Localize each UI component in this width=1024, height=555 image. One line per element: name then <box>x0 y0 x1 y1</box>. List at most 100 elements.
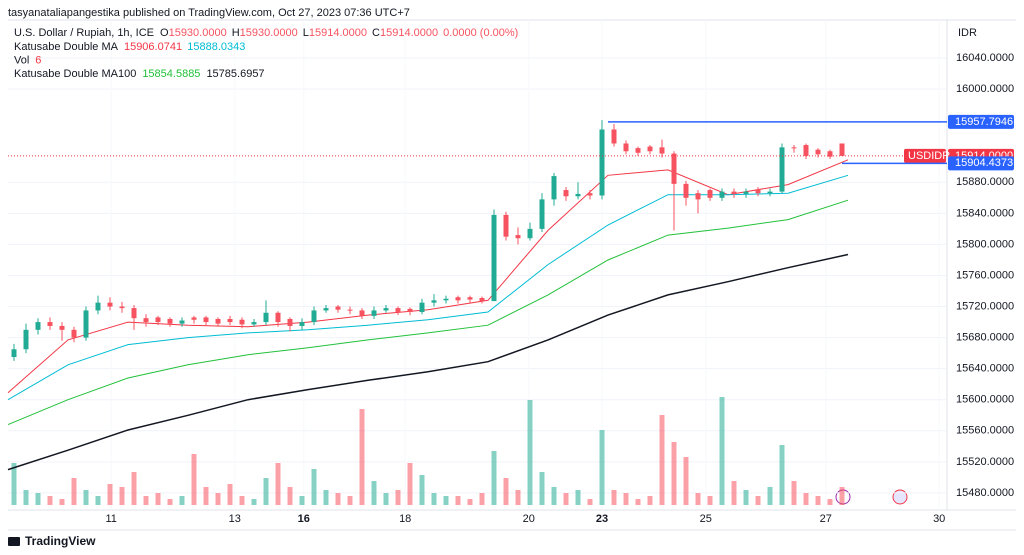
candle-body <box>59 325 65 330</box>
volume-bar <box>35 493 41 505</box>
ohlc-key: L <box>303 27 309 39</box>
candle-body <box>779 147 785 192</box>
candle-body <box>515 235 521 239</box>
candle-body <box>479 298 485 302</box>
volume-bar <box>47 496 53 505</box>
volume-bar <box>575 490 581 505</box>
volume-bar <box>119 487 125 505</box>
candle-body <box>731 191 737 194</box>
candle-body <box>455 297 461 301</box>
volume-bar <box>443 496 449 505</box>
volume-bar <box>455 496 461 505</box>
candle-body <box>191 317 197 320</box>
volume-bar <box>551 487 557 505</box>
y-tick-label: 15560.0000 <box>956 425 1014 437</box>
candle-body <box>47 322 53 326</box>
volume-bar <box>779 445 785 505</box>
volume-bar <box>539 472 545 505</box>
candle-body <box>311 310 317 323</box>
candle-body <box>335 306 341 310</box>
indicator-value: 15888.0343 <box>187 41 245 53</box>
candle-body <box>551 176 557 200</box>
price-tag-label: 15957.7946 <box>955 116 1013 128</box>
volume-bar <box>731 481 737 505</box>
x-tick-label: 18 <box>399 513 411 525</box>
y-tick-label: 16000.0000 <box>956 83 1014 95</box>
candle-body <box>167 318 173 324</box>
y-tick-label: 15600.0000 <box>956 394 1014 406</box>
candle-body <box>467 297 473 300</box>
volume-bar <box>647 496 653 505</box>
volume-bar <box>791 481 797 505</box>
volume-bar <box>503 478 509 505</box>
candle-body <box>239 319 245 325</box>
x-tick-label: 30 <box>933 513 945 525</box>
volume-bar <box>143 496 149 505</box>
volume-bar <box>635 499 641 505</box>
volume-bar <box>59 499 65 505</box>
candle-body <box>323 308 329 311</box>
event-icon[interactable] <box>892 489 908 505</box>
candle-body <box>383 308 389 311</box>
indicator-value: 6 <box>35 54 41 66</box>
indicator-name: Vol <box>14 54 29 66</box>
volume-bar <box>215 493 221 505</box>
candle-body <box>215 318 221 324</box>
y-tick-label: 15520.0000 <box>956 456 1014 468</box>
candle-body <box>791 147 797 149</box>
candle-body <box>419 302 425 312</box>
volume-bar <box>191 454 197 505</box>
volume-bar <box>659 415 665 505</box>
x-tick-label: 27 <box>820 513 832 525</box>
legend-line: Katusabe Double MA100 15854.5885 15785.695… <box>14 68 265 80</box>
y-tick-label: 15880.0000 <box>956 176 1014 188</box>
volume-bar <box>287 487 293 505</box>
legend-line: Katusabe Double MA 15906.0741 15888.0343 <box>14 41 245 53</box>
candle-body <box>815 149 821 155</box>
volume-bar <box>83 490 89 505</box>
volume-bar <box>71 478 77 505</box>
volume-bar <box>587 499 593 505</box>
ohlc-key: O <box>160 27 169 39</box>
candle-body <box>695 193 701 200</box>
volume-bar <box>743 490 749 505</box>
ohlc-key: H <box>232 27 240 39</box>
price-tag <box>948 156 1014 171</box>
symbol-tag-label: USDIDR <box>908 150 950 162</box>
price-tag-label: 15904.4373 <box>955 157 1013 169</box>
candle-body <box>503 214 509 237</box>
volume-bar <box>527 400 533 505</box>
symbol-title: U.S. Dollar / Rupiah, 1h, ICE <box>14 27 154 39</box>
candle-body <box>623 143 629 152</box>
volume-bar <box>227 484 233 505</box>
ohlc-key: C <box>372 27 380 39</box>
price-tag <box>948 114 1014 129</box>
volume-bar <box>275 463 281 505</box>
candle-body <box>71 329 77 338</box>
legend-line: Vol 6 <box>14 54 41 66</box>
candle-body <box>35 322 41 330</box>
volume-bar <box>419 475 425 505</box>
candle-body <box>611 129 617 144</box>
volume-bar <box>167 499 173 505</box>
volume-bar <box>695 493 701 505</box>
volume-bar <box>431 493 437 505</box>
volume-bar <box>395 490 401 505</box>
volume-bar <box>755 496 761 505</box>
volume-bar <box>347 496 353 505</box>
candle-body <box>407 308 413 312</box>
candle-body <box>803 145 809 156</box>
candle-body <box>443 298 449 301</box>
candle-body <box>395 308 401 312</box>
symbol-tag <box>904 148 946 163</box>
volume-bar <box>107 484 113 505</box>
candle-body <box>743 191 749 194</box>
candle-body <box>659 147 665 154</box>
logo-mark <box>8 537 20 546</box>
ma-line <box>7 159 849 394</box>
y-tick-label: 15640.0000 <box>956 363 1014 375</box>
candle-body <box>119 306 125 309</box>
candle-body <box>539 199 545 229</box>
header: tasyanataliapangestika published on Trad… <box>8 7 410 19</box>
